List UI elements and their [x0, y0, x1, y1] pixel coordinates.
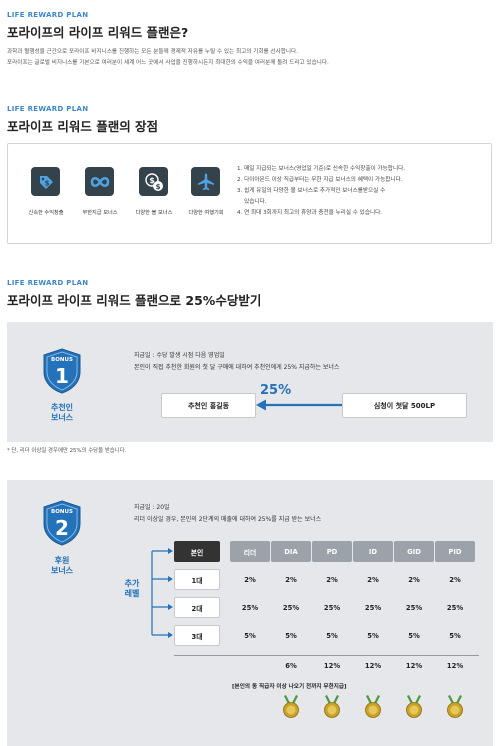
- header-rank: ID: [353, 541, 393, 562]
- coins-dollar-icon: $ $: [144, 172, 163, 191]
- svg-text:$: $: [155, 182, 160, 190]
- bonus2-name-line1: 후원: [54, 556, 70, 565]
- extra-cell: 12%: [323, 662, 341, 670]
- benefit-line: 있습니다.: [237, 199, 267, 205]
- extra-cell: 12%: [364, 662, 382, 670]
- benefit-line: 1. 매일 지급되는 보너스(영업일 기준)로 신속한 수익창출이 가능합니다.: [237, 166, 406, 172]
- table-cell: 2%: [285, 576, 297, 584]
- referral-percent: 25%: [260, 383, 292, 398]
- bonus2-pay-date: 지급일 : 20일: [134, 504, 170, 511]
- header-rank: 리더: [230, 541, 270, 562]
- table-cell: 25%: [364, 604, 382, 612]
- benefit-tile-3: $ $: [139, 167, 168, 196]
- infinite-pay-note: [본인의 동 직급자 이상 나오기 전까지 무한지급]: [232, 684, 347, 690]
- bonus2-name: 후원 보너스: [39, 556, 85, 576]
- price-tag-dollar-icon: $: [39, 175, 53, 189]
- benefits-list: 1. 매일 지급되는 보너스(영업일 기준)로 신속한 수익창출이 가능합니다.…: [237, 164, 487, 219]
- table-cell: 25%: [446, 604, 464, 612]
- table-cell: 5%: [326, 632, 338, 640]
- row-label-gen1: 1대: [174, 569, 220, 590]
- benefit-tile-2: [85, 167, 114, 196]
- intro-line: 포라이프는 글로벌 비지니스를 기본으로 여러분이 세계 어느 곳에서 사업을 …: [7, 60, 329, 66]
- badge-number: 1: [55, 364, 69, 388]
- benefit-tile-1: $: [31, 167, 60, 196]
- bonus2-name-line2: 보너스: [50, 566, 74, 575]
- benefit-line: 3. 쉽게 유일의 다양한 볼 보너스로 추가적인 보너스를받으실 수: [237, 188, 386, 194]
- level-bracket: [151, 548, 173, 638]
- badge-word: BONUS: [51, 509, 73, 515]
- bonus1-panel: [7, 322, 493, 442]
- section-title-25: 포라이프 라이프 리워드 플랜으로 25%수당받기: [7, 293, 262, 308]
- extra-level-line2: 레벨: [124, 589, 140, 598]
- table-cell: 5%: [408, 632, 420, 640]
- header-rank: GID: [394, 541, 434, 562]
- table-cell: 25%: [282, 604, 300, 612]
- benefit-label-4: 다양한 여행기회: [188, 210, 224, 216]
- svg-text:$: $: [44, 179, 49, 187]
- header-rank: PD: [312, 541, 352, 562]
- svg-text:$: $: [149, 176, 155, 185]
- intro-line: 과학과 혈행성을 근간으로 포라이프 비지니스를 진행하는 모든 분들께 경제적…: [7, 49, 298, 55]
- referrer-box: 추천인 홍길동: [161, 393, 256, 418]
- extra-cell: 12%: [405, 662, 423, 670]
- table-cell: 2%: [326, 576, 338, 584]
- table-cell: 25%: [323, 604, 341, 612]
- bonus2-desc: 리더 이상일 경우, 본인의 2단계의 매출에 대하여 25%를 지급 받는 보…: [134, 516, 322, 523]
- bonus1-name-line2: 보너스: [50, 413, 74, 422]
- header-rank: PID: [435, 541, 475, 562]
- extra-cell: 6%: [285, 662, 297, 670]
- section-title-advantages: 포라이프 리워드 플랜의 장점: [7, 119, 159, 134]
- row-label-gen2: 2대: [174, 597, 220, 618]
- table-cell: 5%: [449, 632, 461, 640]
- table-cell: 5%: [367, 632, 379, 640]
- table-cell: 5%: [285, 632, 297, 640]
- page-title: 포라이프의 라이프 리워드 플랜은?: [7, 25, 189, 40]
- table-cell: 2%: [367, 576, 379, 584]
- medal-icon: [447, 695, 463, 718]
- bonus2-info: 지급일 : 20일 리더 이상일 경우, 본인의 2단계의 매출에 대하여 25…: [134, 502, 484, 526]
- bonus1-desc: 본인이 직접 추천한 회원의 첫 달 구매에 대하여 추천인에게 25% 지급하…: [134, 364, 340, 371]
- table-divider: [174, 655, 479, 656]
- medal-icon: [406, 695, 422, 718]
- bonus2-shield-badge: BONUS 2: [43, 500, 81, 546]
- bonus1-name-line1: 추천인: [50, 403, 74, 412]
- section-eyebrow: LIFE REWARD PLAN: [7, 279, 89, 287]
- badge-number: 2: [55, 516, 69, 540]
- table-cell: 5%: [244, 632, 256, 640]
- infinity-icon: [90, 176, 109, 187]
- left-arrow-icon: [256, 399, 342, 411]
- extra-level-line1: 추가: [124, 579, 140, 588]
- benefit-line: 2. 다이아몬드 이상 직급부터는 무한 지급 보너스의 혜택이 가능합니다.: [237, 177, 403, 183]
- table-cell: 25%: [405, 604, 423, 612]
- table-cell: 2%: [244, 576, 256, 584]
- table-cell: 25%: [241, 604, 259, 612]
- bonus1-shield-badge: BONUS 1: [43, 348, 81, 394]
- benefit-line: 4. 연 최대 3회까지 최고의 휴양과 충전을 누리실 수 있습니다.: [237, 210, 383, 216]
- section-eyebrow: LIFE REWARD PLAN: [7, 105, 89, 113]
- benefit-label-1: 신속한 수익창출: [28, 210, 64, 216]
- medal-icon: [283, 695, 299, 718]
- bonus1-info: 지급일 : 수당 발생 시점 다음 영업일 본인이 직접 추천한 회원의 첫 달…: [134, 350, 484, 374]
- table-cell: 2%: [449, 576, 461, 584]
- header-rank: DIA: [271, 541, 311, 562]
- benefit-label-3: 다양한 볼 보너스: [135, 210, 173, 216]
- extra-level-label: 추가 레벨: [112, 579, 152, 599]
- purchaser-box: 심청이 첫달 500LP: [342, 393, 467, 418]
- medal-icon: [324, 695, 340, 718]
- bonus1-note: * 단, 리더 이상일 경우에만 25%의 수당을 받습니다.: [7, 448, 127, 454]
- section-eyebrow: LIFE REWARD PLAN: [7, 11, 89, 19]
- benefit-tile-4: [191, 167, 220, 196]
- header-self: 본인: [174, 541, 220, 562]
- intro-text: 과학과 혈행성을 근간으로 포라이프 비지니스를 진행하는 모든 분들께 경제적…: [7, 47, 495, 69]
- table-cell: 2%: [408, 576, 420, 584]
- airplane-icon: [197, 173, 214, 190]
- bonus1-name: 추천인 보너스: [39, 403, 85, 423]
- row-label-gen3: 3대: [174, 625, 220, 646]
- benefit-label-2: 무한지급 보너스: [82, 210, 118, 216]
- medal-icon: [365, 695, 381, 718]
- bonus1-pay-date: 지급일 : 수당 발생 시점 다음 영업일: [134, 352, 225, 359]
- extra-cell: 12%: [446, 662, 464, 670]
- badge-word: BONUS: [51, 357, 73, 363]
